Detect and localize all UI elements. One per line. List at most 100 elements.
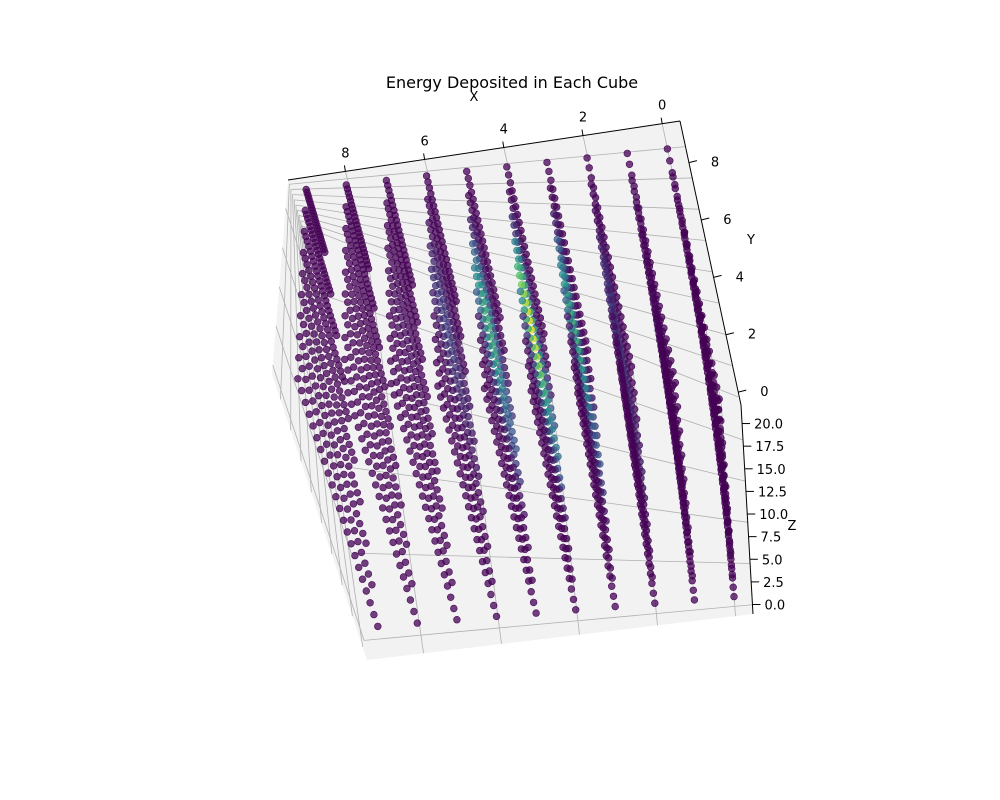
data-point	[369, 363, 377, 372]
data-point	[608, 312, 616, 321]
data-point	[719, 462, 727, 470]
data-point	[431, 335, 440, 344]
data-point	[339, 444, 347, 453]
data-point	[669, 413, 678, 422]
data-point	[699, 333, 708, 341]
data-point	[481, 568, 489, 577]
data-point	[532, 609, 540, 617]
data-point	[432, 321, 441, 329]
data-point	[428, 526, 436, 534]
data-point	[350, 456, 358, 464]
data-point	[419, 416, 428, 424]
data-point	[437, 393, 445, 401]
data-point	[347, 516, 355, 524]
data-point	[299, 248, 308, 257]
data-point	[571, 606, 580, 614]
data-point	[467, 216, 475, 224]
data-point	[488, 416, 496, 425]
data-point	[407, 431, 415, 439]
data-point	[555, 245, 563, 253]
data-point	[561, 553, 569, 562]
data-point	[394, 492, 403, 500]
grid-line-z	[294, 199, 706, 241]
data-point	[399, 573, 408, 581]
data-point	[429, 273, 438, 282]
data-point	[418, 492, 427, 500]
data-point	[623, 149, 631, 158]
data-point	[676, 471, 684, 479]
x-tick-mark	[423, 153, 426, 160]
data-point	[671, 432, 680, 441]
data-point	[396, 561, 404, 570]
data-point	[343, 253, 352, 261]
data-point	[490, 427, 499, 435]
data-point	[538, 439, 546, 447]
data-point	[439, 349, 448, 357]
data-point	[311, 382, 320, 390]
data-point	[727, 564, 736, 573]
data-point	[648, 579, 656, 588]
data-point	[546, 481, 554, 489]
x-tick-label: 8	[341, 146, 349, 161]
data-point	[588, 470, 596, 479]
data-point	[388, 258, 396, 266]
data-point	[510, 513, 518, 521]
data-point	[434, 382, 442, 390]
data-point	[344, 343, 352, 352]
data-point	[403, 436, 411, 444]
data-point	[375, 404, 383, 412]
data-point	[397, 501, 405, 509]
data-point	[564, 306, 572, 314]
data-point	[678, 490, 686, 498]
data-point	[356, 298, 365, 306]
data-point	[553, 235, 561, 244]
data-point	[342, 203, 350, 211]
data-point	[459, 463, 467, 471]
data-point	[405, 403, 413, 412]
data-point	[595, 226, 604, 235]
data-point	[682, 240, 690, 248]
data-point	[442, 358, 450, 367]
data-point	[515, 534, 523, 542]
data-point	[347, 540, 355, 548]
data-point	[393, 339, 401, 348]
data-point	[643, 258, 651, 266]
data-point	[722, 499, 730, 507]
data-point	[433, 486, 441, 494]
data-point	[507, 196, 516, 204]
data-point	[456, 452, 465, 461]
data-point	[368, 581, 376, 589]
y-axis-line	[679, 120, 742, 406]
data-point	[379, 504, 387, 512]
data-point	[602, 551, 610, 560]
data-point	[704, 350, 712, 359]
data-point	[575, 399, 584, 408]
data-point	[600, 541, 609, 550]
data-point	[422, 483, 430, 492]
data-point	[311, 311, 320, 319]
data-point	[392, 461, 400, 470]
y-axis-label: Y	[746, 233, 755, 248]
data-point	[663, 377, 672, 385]
data-point	[346, 490, 354, 498]
grid-line-z	[297, 210, 333, 555]
data-point	[303, 283, 311, 292]
data-point	[466, 199, 475, 207]
data-point	[429, 289, 437, 297]
data-point	[392, 315, 400, 323]
data-point	[607, 582, 616, 590]
data-point	[390, 391, 398, 399]
data-point	[384, 437, 393, 445]
data-point	[368, 380, 376, 388]
data-point	[583, 440, 591, 448]
data-point	[590, 481, 598, 489]
data-point	[346, 306, 354, 314]
axis-lines	[287, 120, 754, 615]
data-point	[321, 411, 329, 420]
data-point	[322, 345, 331, 354]
data-point	[367, 422, 375, 430]
data-point	[389, 282, 397, 290]
data-point	[345, 462, 353, 470]
data-point	[467, 513, 476, 522]
data-point	[443, 582, 452, 590]
